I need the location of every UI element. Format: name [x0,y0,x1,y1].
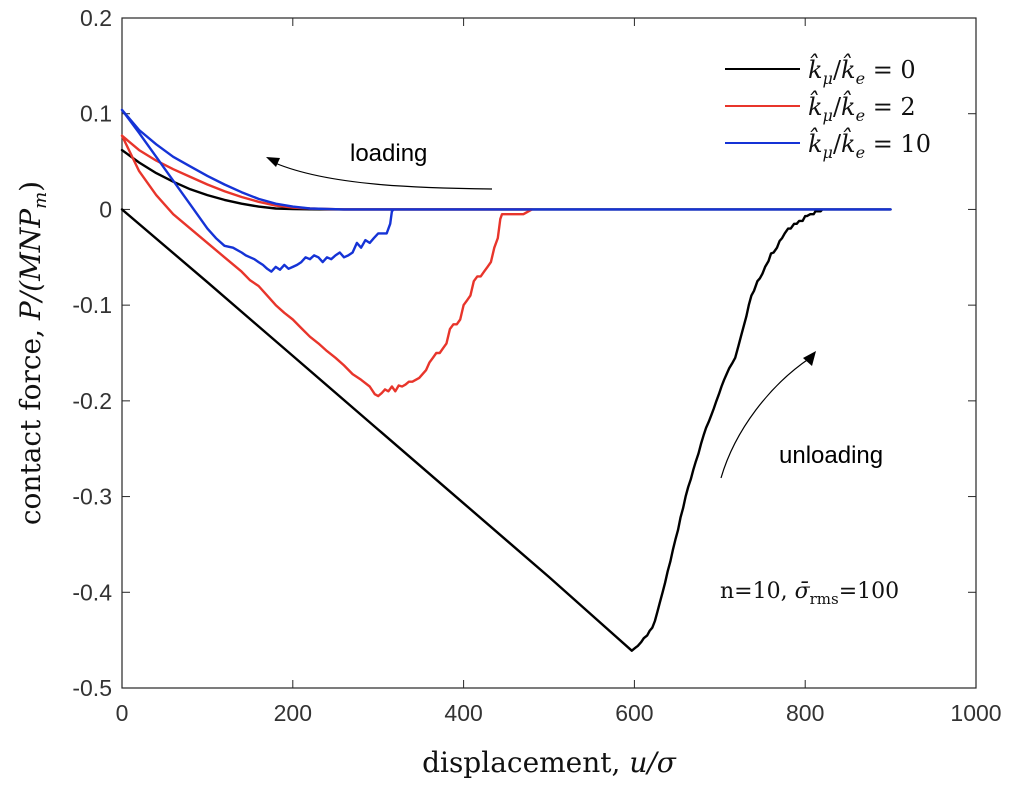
axis-tick-labels: 0 200 400 600 800 1000 0.2 0.1 0 -0.1 -0.2 -0.3 -0.4… [72,5,1001,726]
y-axis-title-close: ) [14,181,47,192]
y-axis-title: contact force, P/(MNPm) [14,181,51,525]
x-tick-label: 400 [444,700,482,726]
x-tick-label: 200 [274,700,312,726]
x-tick-label: 800 [786,700,824,726]
annotation-unloading: unloading [779,442,883,469]
y-tick-label: -0.5 [72,675,112,701]
legend-label-0-k: k̂ [808,53,823,84]
legend: k̂μ/k̂e = 0 k̂μ/k̂e = 2 k̂μ/k̂e = 10 [712,36,966,164]
legend-label-0-mu: μ [823,69,833,88]
plot-area: 0 200 400 600 800 1000 0.2 0.1 0 -0.1 -0.2 -0.3 -0.4… [72,5,1001,726]
x-axis-title-variable: u/σ [629,746,676,779]
legend-label-1-e: e [856,106,865,125]
series-line-2 [120,108,892,273]
annotation-loading: loading [350,140,427,167]
legend-label-1-k: k̂ [808,90,823,121]
legend-label-2-k: k̂ [808,127,823,158]
y-axis-title-subscript: m [30,192,51,209]
legend-label-0-slash: / [833,56,842,84]
legend-label-0-ke: k̂ [841,53,856,84]
y-axis-title-prefix: contact force, [14,320,47,525]
legend-label-2-ke: k̂ [841,127,856,158]
legend-label-1-ke: k̂ [841,90,856,121]
x-axis-title: displacement, u/σ [422,746,677,779]
axes-box [121,17,977,689]
legend-label-2-e: e [856,143,865,162]
loading-arrow [274,162,493,190]
loading-arrow-head [266,157,280,167]
y-tick-label: -0.3 [72,484,112,510]
parameters-note-sigma: σ̄ [795,579,811,604]
y-tick-label: 0.1 [80,101,112,127]
y-tick-label: -0.4 [72,579,112,605]
parameters-note-suffix: =100 [839,579,899,604]
legend-label-series-1: k̂μ/k̂e = 2 [808,90,916,125]
axis-ticks [121,17,977,689]
annotations: loading unloading n=10, σ̄rms=100 [266,140,899,608]
legend-label-1-mu: μ [823,106,833,125]
y-tick-label: 0.2 [80,5,112,31]
parameters-note-rms: rms [810,590,839,608]
series-lines [120,108,892,652]
legend-label-1-slash: / [833,93,842,121]
x-tick-label: 0 [116,700,129,726]
legend-label-series-0: k̂μ/k̂e = 0 [808,53,916,88]
unloading-arrow-head [803,351,816,366]
legend-label-2-slash: / [833,130,842,158]
legend-label-2-mu: μ [823,143,833,162]
legend-label-1-eq: = 2 [865,93,916,121]
y-tick-label: -0.2 [72,388,112,414]
legend-label-2-eq: = 10 [865,130,931,158]
x-tick-label: 1000 [950,700,1001,726]
legend-label-0-e: e [856,69,865,88]
x-axis-title-prefix: displacement, [422,746,629,779]
y-tick-label: -0.1 [72,292,112,318]
unloading-arrow [720,357,811,479]
parameters-note: n=10, σ̄rms=100 [720,579,899,608]
x-tick-label: 600 [615,700,653,726]
legend-label-series-2: k̂μ/k̂e = 10 [808,127,931,162]
y-axis-title-variable: P/(MNP [14,208,47,321]
y-tick-label: 0 [99,196,112,222]
legend-label-0-eq: = 0 [865,56,916,84]
parameters-note-prefix: n=10, [720,579,795,604]
